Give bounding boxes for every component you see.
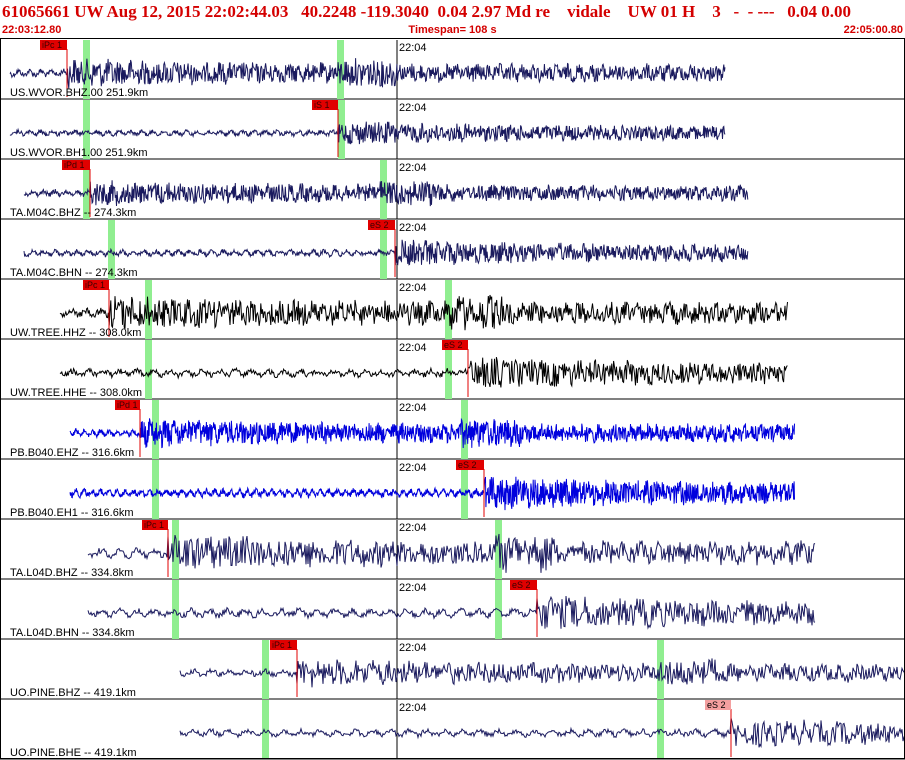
channel-label: UO.PINE.BHE -- 419.1km <box>10 747 137 759</box>
phase-window-marker <box>657 640 664 699</box>
waveform-trace <box>9 58 726 89</box>
channel-label: PB.B040.EH1 -- 316.6km <box>10 507 134 519</box>
time-tick-label: 22:04 <box>399 522 427 534</box>
phase-pick-flag[interactable] <box>40 40 67 50</box>
phase-pick-label: eS 2 <box>370 220 389 230</box>
phase-pick-label: eS 2 <box>444 340 463 350</box>
channel-row[interactable]: 22:04 iS 1 US.WVOR.BH1.00 251.9km <box>0 100 905 160</box>
waveform-trace <box>23 180 749 207</box>
header-divider <box>0 38 905 39</box>
time-tick-label: 22:04 <box>399 162 427 174</box>
waveform-trace <box>9 121 726 145</box>
phase-pick-label: iPc 1 <box>85 280 105 290</box>
waveform-trace <box>179 658 905 688</box>
phase-window-marker <box>172 520 179 579</box>
time-tick-label: 22:04 <box>399 102 427 114</box>
time-tick-label: 22:04 <box>399 342 427 354</box>
time-tick-label: 22:04 <box>399 222 427 234</box>
channel-row[interactable]: 22:04 iPc 1 UW.TREE.HHZ -- 308.0km <box>0 280 905 340</box>
channel-row[interactable]: 22:04 eS 2 PB.B040.EH1 -- 316.6km <box>0 460 905 520</box>
phase-pick-label: iS 1 <box>314 100 330 110</box>
time-tick-label: 22:04 <box>399 402 427 414</box>
phase-window-marker <box>83 160 90 219</box>
phase-window-marker <box>445 280 452 339</box>
phase-window-marker <box>83 100 90 159</box>
waveform-trace <box>87 595 816 630</box>
phase-window-marker <box>145 340 152 399</box>
waveform-trace <box>87 533 816 573</box>
waveform-trace <box>69 476 795 511</box>
channel-row[interactable]: 22:04 iPc 1 TA.L04D.BHZ -- 334.8km <box>0 520 905 580</box>
phase-pick-flag[interactable] <box>312 100 338 110</box>
phase-window-marker <box>461 460 468 519</box>
waveform-trace <box>59 356 788 388</box>
phase-pick-label: iPd 1 <box>117 400 138 410</box>
channel-label: TA.M04C.BHZ -- 274.3km <box>10 207 136 219</box>
phase-pick-flag[interactable] <box>368 220 395 230</box>
phase-window-marker <box>495 520 502 579</box>
phase-window-marker <box>380 220 387 279</box>
phase-pick-label: iPc 1 <box>272 640 292 650</box>
channel-label: TA.L04D.BHZ -- 334.8km <box>10 567 133 579</box>
phase-pick-flag[interactable] <box>510 580 537 590</box>
phase-pick-flag[interactable] <box>270 640 297 650</box>
time-tick-label: 22:04 <box>399 642 427 654</box>
channel-label: TA.L04D.BHN -- 334.8km <box>10 627 135 639</box>
phase-window-marker <box>172 580 179 639</box>
end-time: 22:05:00.80 <box>843 24 903 36</box>
channel-row[interactable]: 22:04 iPd 1 TA.M04C.BHZ -- 274.3km <box>0 160 905 220</box>
time-tick-label: 22:04 <box>399 42 427 54</box>
channel-row[interactable]: 22:04 iPc 1 UO.PINE.BHZ -- 419.1km <box>0 640 905 700</box>
channel-row[interactable]: 22:04 iPc 1 US.WVOR.BHZ.00 251.9km <box>0 40 905 100</box>
phase-pick-flag[interactable] <box>62 160 90 170</box>
time-tick-label: 22:04 <box>399 582 427 594</box>
waveform-trace <box>69 417 795 449</box>
phase-pick-flag[interactable] <box>442 340 468 350</box>
phase-pick-flag[interactable] <box>705 700 731 710</box>
phase-window-marker <box>152 460 159 519</box>
phase-pick-label: eS 2 <box>458 460 477 470</box>
phase-pick-label: iPd 1 <box>64 160 85 170</box>
phase-pick-label: iPc 1 <box>42 40 62 50</box>
channel-label: UW.TREE.HHZ -- 308.0km <box>10 327 141 339</box>
channel-row[interactable]: 22:04 eS 2 TA.M04C.BHN -- 274.3km <box>0 220 905 280</box>
waveform-trace <box>59 294 788 331</box>
time-tick-label: 22:04 <box>399 282 427 294</box>
channel-label: TA.M04C.BHN -- 274.3km <box>10 267 138 279</box>
phase-window-marker <box>445 340 452 399</box>
phase-pick-label: iPc 1 <box>144 520 164 530</box>
phase-pick-label: eS 2 <box>707 700 726 710</box>
phase-pick-flag[interactable] <box>142 520 168 530</box>
phase-window-marker <box>262 700 269 759</box>
channel-label: US.WVOR.BHZ.00 251.9km <box>10 87 148 99</box>
channel-row[interactable]: 22:04 eS 2 UO.PINE.BHE -- 419.1km <box>0 700 905 760</box>
channel-label: UO.PINE.BHZ -- 419.1km <box>10 687 136 699</box>
event-title: 61065661 UW Aug 12, 2015 22:02:44.03 40.… <box>2 2 852 21</box>
channel-label: UW.TREE.HHE -- 308.0km <box>10 387 142 399</box>
time-tick-label: 22:04 <box>399 702 427 714</box>
channel-label: PB.B040.EHZ -- 316.6km <box>10 447 134 459</box>
time-tick-label: 22:04 <box>399 462 427 474</box>
phase-pick-flag[interactable] <box>115 400 140 410</box>
waveform-trace <box>179 717 905 749</box>
timespan-label: Timespan= 108 s <box>408 24 497 36</box>
phase-pick-flag[interactable] <box>456 460 484 470</box>
waveform-trace <box>23 239 749 266</box>
header-bar: 61065661 UW Aug 12, 2015 22:02:44.03 40.… <box>0 0 905 40</box>
phase-pick-flag[interactable] <box>83 280 109 290</box>
channel-label: US.WVOR.BH1.00 251.9km <box>10 147 148 159</box>
channel-row[interactable]: 22:04 iPd 1 PB.B040.EHZ -- 316.6km <box>0 400 905 460</box>
start-time: 22:03:12.80 <box>2 24 62 36</box>
channel-row[interactable]: 22:04 eS 2 TA.L04D.BHN -- 334.8km <box>0 580 905 640</box>
channel-row[interactable]: 22:04 eS 2 UW.TREE.HHE -- 308.0km <box>0 340 905 400</box>
phase-pick-label: eS 2 <box>512 580 531 590</box>
phase-window-marker <box>461 400 468 459</box>
